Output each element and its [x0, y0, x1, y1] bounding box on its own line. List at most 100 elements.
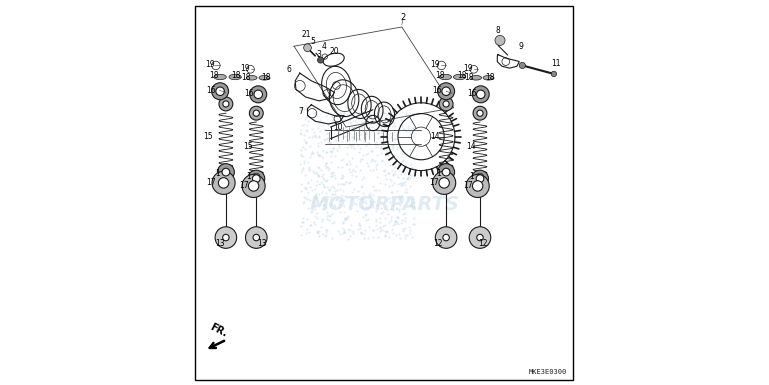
Text: 14: 14: [466, 142, 476, 151]
Text: 19: 19: [463, 64, 473, 73]
Text: 6: 6: [287, 65, 292, 74]
Text: 18: 18: [231, 71, 241, 80]
Circle shape: [476, 173, 484, 181]
Circle shape: [443, 101, 449, 107]
Circle shape: [253, 110, 259, 116]
Circle shape: [250, 86, 267, 103]
Circle shape: [219, 97, 233, 111]
Text: 13: 13: [215, 239, 225, 248]
Text: 19: 19: [240, 64, 250, 73]
Circle shape: [442, 168, 450, 176]
Circle shape: [254, 90, 262, 99]
Circle shape: [442, 170, 450, 178]
Text: 13: 13: [258, 239, 267, 248]
Text: 3: 3: [317, 50, 321, 59]
Text: 1: 1: [436, 169, 441, 178]
Text: 18: 18: [241, 72, 251, 82]
Circle shape: [245, 227, 267, 248]
Circle shape: [471, 170, 488, 187]
Text: 17: 17: [239, 181, 249, 190]
Text: 1: 1: [215, 169, 220, 178]
Text: 1: 1: [470, 172, 474, 181]
Text: 12: 12: [478, 239, 488, 248]
Text: 20: 20: [330, 47, 339, 57]
Text: 17: 17: [429, 178, 438, 187]
Circle shape: [253, 234, 259, 241]
Circle shape: [222, 168, 230, 176]
Text: 18: 18: [464, 72, 474, 82]
Circle shape: [218, 164, 235, 181]
Text: 18: 18: [434, 71, 444, 80]
Circle shape: [248, 181, 259, 191]
Text: 15: 15: [243, 142, 253, 151]
Circle shape: [439, 97, 453, 111]
Text: 21: 21: [302, 30, 311, 39]
Circle shape: [473, 106, 487, 120]
Text: 10: 10: [334, 122, 343, 132]
Text: 16: 16: [468, 89, 477, 98]
Ellipse shape: [471, 75, 481, 80]
Text: MKE3E0300: MKE3E0300: [529, 369, 568, 375]
Text: 9: 9: [519, 42, 524, 51]
Circle shape: [477, 110, 483, 116]
Text: 17: 17: [206, 178, 216, 187]
Text: 12: 12: [433, 239, 442, 248]
Text: 19: 19: [205, 60, 215, 69]
Text: 5: 5: [311, 37, 316, 46]
Ellipse shape: [259, 75, 270, 80]
Circle shape: [252, 175, 260, 182]
Circle shape: [218, 178, 228, 188]
Circle shape: [248, 170, 265, 187]
Circle shape: [249, 106, 263, 120]
Text: 8: 8: [496, 26, 501, 35]
Circle shape: [223, 234, 229, 241]
Ellipse shape: [439, 74, 451, 80]
Circle shape: [472, 86, 489, 103]
Circle shape: [223, 101, 229, 107]
Circle shape: [222, 170, 230, 178]
Text: 4: 4: [321, 42, 326, 52]
Circle shape: [469, 227, 491, 248]
Circle shape: [433, 171, 456, 194]
Circle shape: [442, 87, 451, 95]
Circle shape: [466, 174, 489, 198]
Circle shape: [211, 83, 228, 100]
Circle shape: [495, 35, 505, 45]
Circle shape: [551, 71, 557, 77]
Text: 16: 16: [206, 86, 216, 95]
Text: 18: 18: [486, 72, 495, 82]
Circle shape: [435, 227, 457, 248]
Ellipse shape: [229, 74, 241, 80]
Circle shape: [215, 227, 237, 248]
Text: 18: 18: [457, 71, 466, 80]
Circle shape: [443, 234, 449, 241]
Text: 2: 2: [401, 13, 405, 22]
Ellipse shape: [214, 74, 226, 80]
Text: MOTORPARTS: MOTORPARTS: [310, 194, 459, 214]
Text: 17: 17: [463, 181, 473, 190]
Text: 7: 7: [298, 107, 304, 116]
Text: 18: 18: [261, 72, 271, 82]
Ellipse shape: [483, 75, 494, 80]
Circle shape: [438, 164, 454, 181]
Ellipse shape: [246, 75, 257, 80]
Text: 11: 11: [551, 59, 561, 68]
Circle shape: [212, 171, 235, 194]
Circle shape: [242, 174, 265, 198]
Ellipse shape: [454, 74, 466, 80]
Circle shape: [472, 181, 483, 191]
Circle shape: [304, 44, 311, 52]
Text: 18: 18: [209, 71, 218, 80]
Circle shape: [476, 175, 484, 182]
Text: 15: 15: [203, 132, 213, 141]
Text: 16: 16: [245, 89, 254, 98]
Text: 1: 1: [247, 172, 251, 181]
Circle shape: [519, 62, 525, 69]
Circle shape: [438, 83, 454, 100]
Circle shape: [318, 57, 324, 63]
Circle shape: [252, 173, 260, 181]
Text: 14: 14: [430, 132, 439, 141]
Circle shape: [477, 90, 485, 99]
Text: 16: 16: [432, 86, 442, 95]
Text: FR.: FR.: [208, 322, 228, 339]
